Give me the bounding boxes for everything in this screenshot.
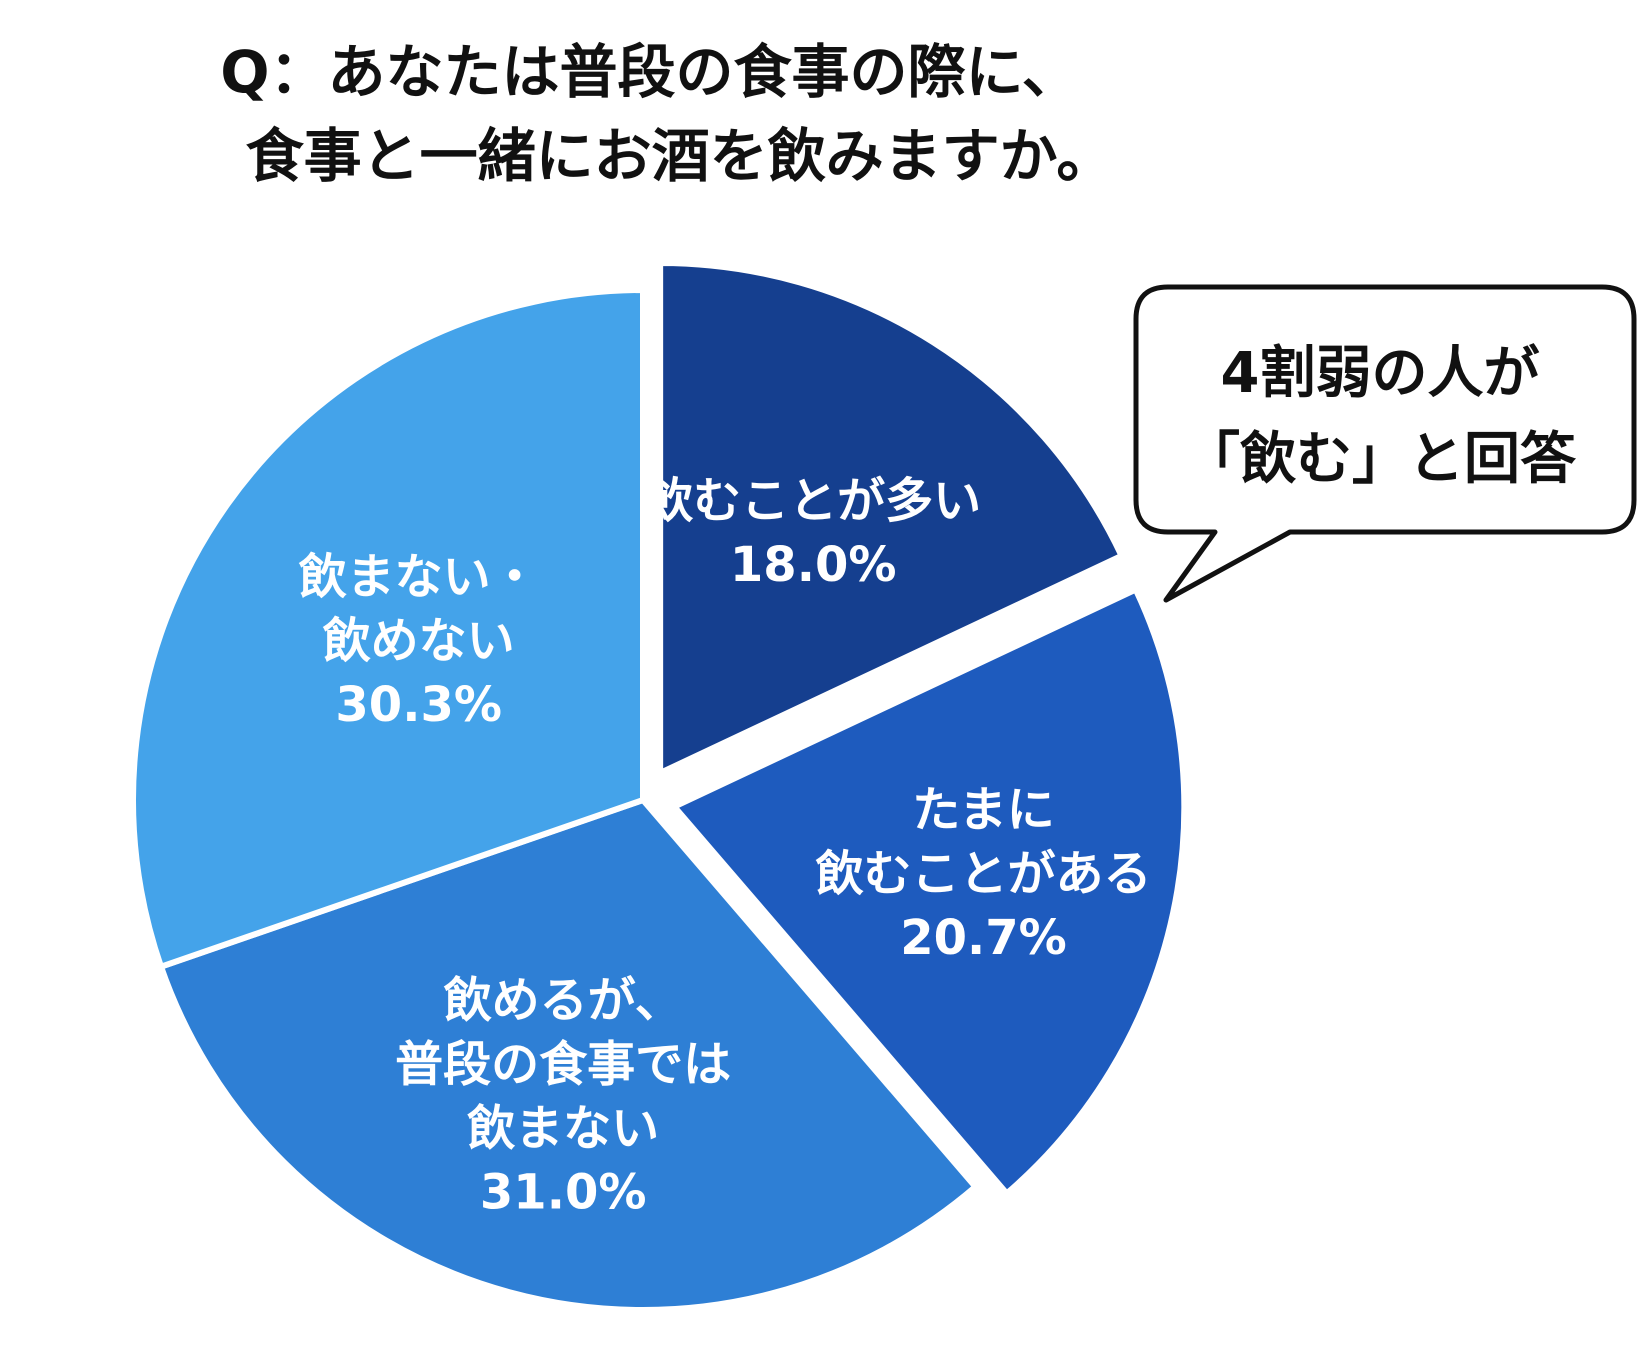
callout-text-line-1: 4割弱の人が xyxy=(1221,341,1540,406)
slice-labels: 飲むことが多い18.0%たまに飲むことがある20.7%飲めるが、普段の食事では飲… xyxy=(299,473,1152,1221)
slice-category-label-2: 飲むことがある xyxy=(816,846,1152,902)
slice-value-label-3: 31.0% xyxy=(480,1164,647,1220)
pie-slice-1 xyxy=(657,259,1125,776)
slice-category-label-4: 飲めない xyxy=(323,613,515,669)
slice-category-label-2: たまに xyxy=(912,782,1055,838)
slice-category-label-1: 飲むことが多い xyxy=(645,473,981,529)
slice-value-label-4: 30.3% xyxy=(335,677,502,733)
pie-slice-4 xyxy=(130,287,646,970)
annotation-callout: 4割弱の人が 「飲む」と回答 xyxy=(1133,284,1637,603)
slice-value-label-1: 18.0% xyxy=(730,537,897,593)
pie-slice-3 xyxy=(158,797,979,1313)
slice-category-label-3: 飲まない xyxy=(467,1100,659,1156)
pie-slices xyxy=(130,259,1188,1313)
slice-category-label-3: 普段の食事では xyxy=(395,1036,731,1092)
chart-title-line-1: Q：あなたは普段の食事の際に、 xyxy=(220,38,1080,106)
slice-value-label-2: 20.7% xyxy=(900,910,1067,966)
callout-bubble xyxy=(1133,284,1637,603)
callout-text-line-2: 「飲む」と回答 xyxy=(1184,427,1577,492)
pie-slice-2 xyxy=(671,586,1188,1197)
chart-title: Q：あなたは普段の食事の際に、 食事と一緒にお酒を飲みますか。 xyxy=(220,38,1114,190)
slice-category-label-3: 飲めるが、 xyxy=(444,972,683,1028)
chart-title-line-2: 食事と一緒にお酒を飲みますか。 xyxy=(246,122,1115,190)
slice-category-label-4: 飲まない・ xyxy=(299,549,539,605)
